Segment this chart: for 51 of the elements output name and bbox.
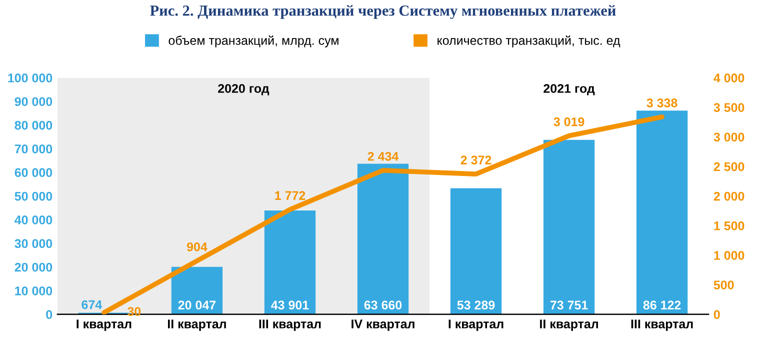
- y-tick-label: 0: [46, 310, 52, 319]
- data-label: 3 338: [646, 98, 678, 108]
- data-label: 2 372: [460, 156, 492, 164]
- y-tick-label: 50 000: [14, 192, 52, 201]
- bar: [264, 210, 316, 314]
- x-tick-label: II квартал: [540, 320, 598, 331]
- bar: [450, 188, 502, 314]
- band-label: 2020 год: [218, 84, 270, 96]
- y-tick-label: 20 000: [14, 262, 52, 272]
- y2-tick-label: 4 000: [714, 74, 744, 82]
- y2-tick-label: 2 500: [714, 162, 744, 172]
- y-tick-label: 10 000: [15, 286, 52, 296]
- y-tick-label: 100 000: [8, 74, 52, 82]
- x-tick-label: IV квартал: [352, 320, 414, 331]
- y2-tick-label: 2 000: [714, 192, 744, 201]
- y-tick-label: 60 000: [14, 168, 52, 178]
- legend-label: количество транзакций, тыс. ед: [438, 36, 620, 48]
- x-tick-label: III квартал: [259, 320, 321, 331]
- bar: [543, 140, 595, 314]
- data-label: 904: [186, 242, 208, 252]
- x-tick-label: I квартал: [448, 320, 504, 331]
- bar: [636, 110, 688, 314]
- y2-tick-label: 3 000: [714, 132, 744, 142]
- x-tick-label: II квартал: [168, 320, 226, 331]
- data-label: 86 122: [643, 300, 681, 310]
- legend-label: объем транзакций, млрд. сум: [168, 36, 338, 48]
- y-tick-label: 40 000: [14, 216, 52, 224]
- y-tick-label: 90 000: [14, 97, 52, 106]
- chart-title: Рис. 2. Динамика транзакций через Систему мгновенных платежей: [150, 5, 616, 19]
- bar: [357, 164, 409, 314]
- y-tick-label: 80 000: [14, 120, 52, 130]
- x-tick-label: III квартал: [631, 320, 693, 331]
- data-label: 43 901: [271, 300, 309, 310]
- y-tick-label: 30 000: [14, 239, 52, 248]
- data-label: 53 289: [457, 300, 495, 310]
- annotation: 2021 год: [544, 84, 595, 96]
- y2-tick-label: 3 500: [714, 103, 744, 112]
- data-label: 3 019: [554, 117, 584, 126]
- data-label: 674: [82, 300, 102, 310]
- y2-tick-label: 500: [714, 280, 734, 290]
- y2-tick-label: 1 500: [714, 221, 744, 230]
- bar: [171, 266, 223, 314]
- data-label: 20 047: [178, 300, 216, 310]
- y2-tick-label: 0: [714, 310, 720, 319]
- x-tick-label: I квартал: [76, 320, 132, 331]
- data-label: 73 751: [550, 300, 588, 310]
- y2-tick-label: 1 000: [714, 250, 744, 260]
- data-label: 1 772: [275, 191, 306, 200]
- data-label: 2 434: [368, 152, 399, 161]
- data-label: 63 660: [364, 300, 402, 310]
- y-tick-label: 70 000: [14, 144, 52, 154]
